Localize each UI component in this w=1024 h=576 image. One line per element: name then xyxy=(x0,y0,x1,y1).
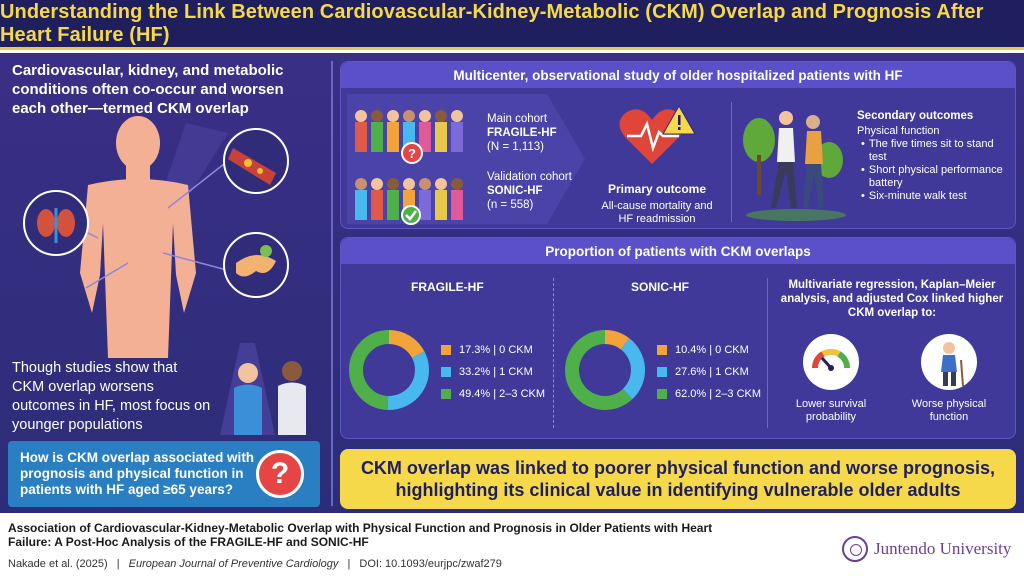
heart-warning-icon xyxy=(619,104,696,164)
validation-cohort-check-badge xyxy=(401,205,421,225)
left-column: Cardiovascular, kidney, and metabolic co… xyxy=(0,53,330,513)
proportion-panel: Proportion of patients with CKM overlaps… xyxy=(340,237,1016,439)
secondary-outcome-title: Secondary outcomes xyxy=(857,110,974,122)
fragile-legend-0ckm: 17.3% | 0 CKM xyxy=(441,344,533,356)
legend-swatch-blue xyxy=(657,367,667,377)
result-lower-survival: Lower survival probability xyxy=(795,398,867,423)
study-panel: Multicenter, observational study of olde… xyxy=(340,61,1016,229)
fragile-donut-chart xyxy=(349,330,429,410)
primary-outcome-desc: All-cause mortality and HF readmission xyxy=(601,200,713,225)
gauge-icon xyxy=(803,334,859,390)
sonic-donut-chart xyxy=(565,330,645,410)
page-title: Understanding the Link Between Cardiovas… xyxy=(0,0,984,46)
column-divider xyxy=(331,61,333,506)
fragile-legend-1ckm: 33.2% | 1 CKM xyxy=(441,366,533,378)
patients-illustration xyxy=(220,343,306,435)
validation-cohort-n: (n = 558) xyxy=(487,199,534,211)
results-header: Multivariate regression, Kaplan–Meier an… xyxy=(780,279,1004,319)
legend-swatch-green xyxy=(441,389,451,399)
sonic-legend-2-3ckm: 62.0% | 2–3 CKM xyxy=(657,388,761,400)
university-brand: Juntendo University xyxy=(842,535,1020,563)
primary-outcome-title: Primary outcome xyxy=(607,182,707,196)
question-icon: ? xyxy=(256,450,304,498)
validation-cohort-crowd-icon xyxy=(355,178,463,220)
study-divider xyxy=(731,102,732,222)
secondary-outcome-item: • The five times sit to stand test xyxy=(861,138,994,163)
results-divider xyxy=(767,278,768,428)
secondary-outcome-item: • Short physical performance battery xyxy=(861,164,1003,189)
donut-slice-0-ckm xyxy=(388,330,425,359)
legend-swatch-green xyxy=(657,389,667,399)
donut-slice-1-ckm xyxy=(387,351,429,410)
main-area: Cardiovascular, kidney, and metabolic co… xyxy=(0,53,1024,513)
legend-swatch-orange xyxy=(441,345,451,355)
chart-divider xyxy=(553,278,554,428)
main-cohort-question-badge: ? xyxy=(401,142,423,164)
body-illustration xyxy=(23,116,289,358)
sonic-legend-1ckm: 27.6% | 1 CKM xyxy=(657,366,749,378)
research-question: How is CKM overlap associated with progn… xyxy=(20,450,255,497)
footer: Association of Cardiovascular-Kidney-Met… xyxy=(0,513,1024,576)
validation-cohort-label: Validation cohort xyxy=(487,171,572,183)
university-seal-icon xyxy=(842,536,868,562)
study-header: Multicenter, observational study of olde… xyxy=(341,62,1015,88)
secondary-outcome-subtitle: Physical function xyxy=(857,125,940,137)
authors: Nakade et al. (2025) xyxy=(8,558,108,570)
context-text: Though studies show that CKM overlap wor… xyxy=(12,360,211,433)
conclusion-line-2: highlighting its clinical value in ident… xyxy=(395,480,961,500)
result-worse-physical: Worse physical function xyxy=(911,398,987,423)
university-name: Juntendo University xyxy=(874,539,1012,558)
donut-slice-0-ckm xyxy=(604,330,630,350)
senior-cane-icon xyxy=(921,334,977,390)
secondary-outcome-item: • Six-minute walk test xyxy=(861,190,967,202)
donut-slice-2-3-ckm xyxy=(565,330,633,410)
fragile-chart-title: FRAGILE-HF xyxy=(411,280,484,294)
secondary-outcome-block: Secondary outcomes Physical function • Th… xyxy=(857,110,1007,203)
legend-swatch-orange xyxy=(657,345,667,355)
main-cohort: Main cohort FRAGILE-HF (N = 1,113) xyxy=(487,112,587,154)
sonic-chart-title: SONIC-HF xyxy=(631,280,689,294)
donut-slice-1-ckm xyxy=(620,338,645,400)
validation-cohort: Validation cohort SONIC-HF (n = 558) xyxy=(487,170,587,212)
research-question-box: How is CKM overlap associated with progn… xyxy=(8,441,320,507)
citation: Nakade et al. (2025) | European Journal … xyxy=(8,558,502,570)
main-cohort-crowd-icon xyxy=(355,110,463,152)
fragile-legend-2-3ckm: 49.4% | 2–3 CKM xyxy=(441,388,545,400)
title-bar: Understanding the Link Between Cardiovas… xyxy=(0,0,1024,50)
proportion-header: Proportion of patients with CKM overlaps xyxy=(341,238,1015,264)
main-cohort-n: (N = 1,113) xyxy=(487,141,544,153)
conclusion-line-1: CKM overlap was linked to poorer physica… xyxy=(360,458,996,478)
legend-swatch-blue xyxy=(441,367,451,377)
validation-cohort-name: SONIC-HF xyxy=(487,185,543,197)
sonic-legend-0ckm: 10.4% | 0 CKM xyxy=(657,344,749,356)
conclusion-banner: CKM overlap was linked to poorer physica… xyxy=(340,449,1016,509)
walking-seniors-illustration xyxy=(743,111,846,221)
intro-text: Cardiovascular, kidney, and metabolic co… xyxy=(12,62,284,117)
paper-title: Association of Cardiovascular-Kidney-Met… xyxy=(8,521,713,549)
main-cohort-name: FRAGILE-HF xyxy=(487,127,557,139)
journal: European Journal of Preventive Cardiolog… xyxy=(128,558,339,570)
donut-slice-2-3-ckm xyxy=(349,330,390,410)
doi[interactable]: DOI: 10.1093/eurjpc/zwaf279 xyxy=(359,558,502,570)
main-cohort-label: Main cohort xyxy=(487,113,548,125)
